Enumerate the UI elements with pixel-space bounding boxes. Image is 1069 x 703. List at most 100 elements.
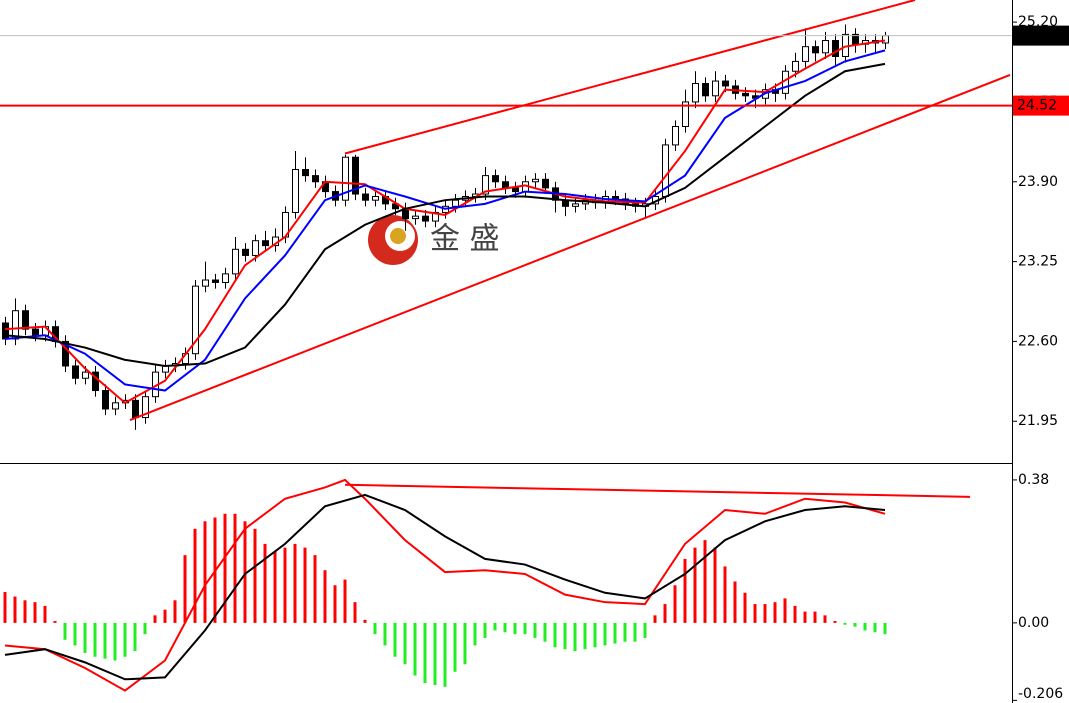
histogram-bar [393,622,397,657]
histogram-bar [133,622,137,652]
indicator-line [4,62,886,367]
candle-body [62,340,69,367]
histogram-bar [183,555,187,623]
histogram-bar [273,551,277,623]
y-tick-label: 21.95 [1018,413,1058,429]
candle-body [792,60,799,72]
histogram-bar [193,528,197,623]
candle-body [532,178,539,183]
histogram-bar [823,615,827,623]
trend-line [344,0,916,155]
histogram-bar [243,521,247,623]
candle-body [452,199,459,207]
histogram-bar [833,620,837,623]
histogram-bar [103,622,107,659]
y-tick-label: 22.60 [1018,333,1058,349]
candle-body [492,175,499,183]
histogram-bar [143,622,147,635]
y-tick-label: 0.00 [1018,615,1049,631]
candle-body [682,101,689,127]
price-label: 24.52 [1017,98,1057,114]
histogram-bar [263,543,267,623]
histogram-bar [733,581,737,623]
histogram-bar [373,622,377,635]
histogram-bar [253,528,257,623]
histogram-bar [443,622,447,687]
histogram-bar [493,622,497,631]
histogram-bar [153,615,157,623]
logo [390,228,406,244]
histogram-bar [173,600,177,623]
histogram-bar [613,622,617,644]
histogram-bar [223,513,227,623]
histogram-bar [623,622,627,642]
histogram-bar [293,543,297,623]
candle-body [362,193,369,201]
candle-body [742,92,749,97]
candle-body [412,215,419,220]
histogram-bar [673,585,677,623]
candle-body [822,40,829,54]
candle-body [672,125,679,146]
histogram-bar [683,558,687,623]
candle-body [72,365,79,379]
histogram-bar [73,622,77,646]
indicator-line [4,493,886,681]
histogram-bar [533,622,537,638]
candle-body [202,279,209,287]
histogram-bar [203,521,207,623]
candle-body [512,187,519,193]
histogram-bar [53,620,57,623]
histogram-bar [693,547,697,623]
candle-body [352,156,359,195]
histogram-bar [403,622,407,665]
watermark-text: 金 盛 [430,222,500,257]
candle-body [22,310,29,330]
y-tick-label: 0.38 [1018,472,1049,488]
candle-body [12,310,19,340]
histogram-bar [323,570,327,623]
indicator-line [4,478,886,692]
candle-body [252,240,259,256]
histogram-bar [863,622,867,631]
macd-panel [3,478,971,692]
histogram-bar [93,622,97,657]
histogram-bar [433,622,437,685]
candle-body [832,40,839,57]
candle-body [112,402,119,410]
y-tick-label: 23.90 [1018,174,1058,190]
histogram-bar [43,605,47,623]
histogram-bar [713,547,717,623]
histogram-bar [123,622,127,657]
histogram-bar [3,592,7,623]
histogram-bar [23,600,27,623]
histogram-bar [593,622,597,648]
histogram-bar [453,622,457,672]
histogram-bar [543,622,547,642]
histogram-bar [233,513,237,623]
candle-body [342,156,349,201]
histogram-bar [163,609,167,623]
candle-body [312,175,319,183]
histogram-bar [353,602,357,623]
histogram-bar [343,579,347,623]
histogram-bar [703,540,707,623]
price-label: 25.09 [1017,28,1057,44]
histogram-bar [843,622,847,625]
candle-body [702,83,709,97]
histogram-bar [653,615,657,623]
candle-body [242,248,249,256]
histogram-bar [503,622,507,633]
histogram-bar [513,622,517,635]
candle-body [232,248,239,275]
histogram-bar [753,604,757,623]
candle-body [142,396,149,419]
histogram-bar [763,604,767,623]
indicator-line [4,49,886,392]
candle-body [82,371,89,379]
candle-body [222,273,229,283]
histogram-bar [83,622,87,653]
